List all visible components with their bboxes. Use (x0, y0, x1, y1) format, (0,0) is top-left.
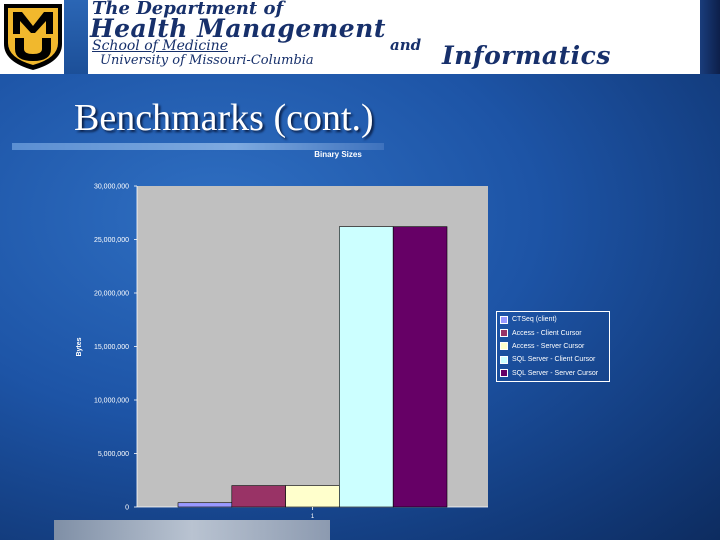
legend-item: Access - Client Cursor (500, 326, 606, 339)
banner-university: University of Missouri-Columbia (100, 53, 314, 68)
bar-5 (392, 226, 448, 508)
banner-school: School of Medicine (92, 38, 228, 54)
y-tick-label: 10,000,000 (94, 398, 129, 405)
chart-title: Binary Sizes (314, 150, 362, 159)
y-axis-label: Bytes (76, 337, 83, 356)
banner-informatics: Informatics (442, 41, 611, 70)
y-tick-label: 30,000,000 (94, 184, 129, 191)
legend-label: CTSeq (client) (512, 316, 557, 324)
legend-label: SQL Server - Client Cursor (512, 356, 596, 364)
banner-health-management: Health Management (90, 14, 386, 43)
y-tick-label: 20,000,000 (94, 291, 129, 298)
university-logo (4, 4, 62, 70)
legend-label: Access - Server Cursor (512, 342, 585, 350)
legend-item: SQL Server - Server Cursor (500, 367, 606, 380)
banner-and: and (390, 36, 422, 54)
banner-accent-strip (64, 0, 88, 74)
legend-label: SQL Server - Server Cursor (512, 369, 599, 377)
legend-item: CTSeq (client) (500, 313, 606, 326)
legend-item: Access - Server Cursor (500, 340, 606, 353)
y-tick-label: 0 (125, 505, 129, 512)
bar-3 (285, 485, 340, 508)
bar-1 (177, 502, 233, 508)
legend-swatch (500, 329, 508, 338)
legend-label: Access - Client Cursor (512, 329, 582, 337)
banner-department: The Department of (92, 0, 284, 19)
legend-item: SQL Server - Client Cursor (500, 353, 606, 366)
slide-title: Benchmarks (cont.) (74, 97, 374, 139)
chart-legend: CTSeq (client) Access - Client Cursor Acce… (496, 311, 610, 382)
bar-2 (231, 485, 286, 508)
x-tick-label: 1 (311, 514, 315, 520)
legend-swatch (500, 355, 508, 364)
legend-swatch (500, 315, 508, 324)
bar-4 (339, 226, 394, 508)
banner-dark-edge (700, 0, 720, 74)
y-tick-label: 5,000,000 (98, 451, 129, 458)
legend-swatch (500, 369, 508, 378)
y-tick-label: 15,000,000 (94, 344, 129, 351)
footer-bar (54, 520, 330, 540)
y-tick-label: 25,000,000 (94, 237, 129, 244)
header-banner: The Department of Health Management Scho… (0, 0, 720, 74)
title-underline (12, 143, 384, 150)
legend-swatch (500, 342, 508, 351)
